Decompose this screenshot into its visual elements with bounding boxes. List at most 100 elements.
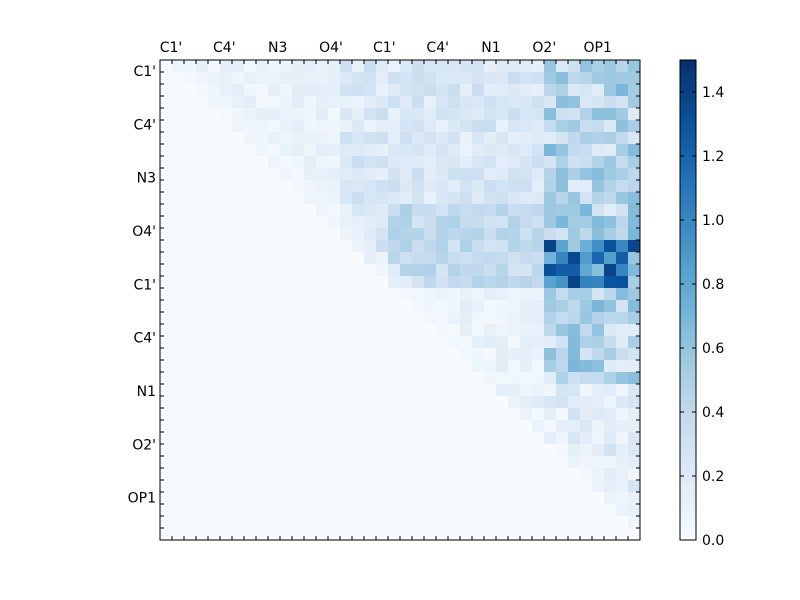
heatmap-cell — [232, 288, 245, 301]
heatmap-cell — [220, 528, 233, 541]
heatmap-cell — [232, 144, 245, 157]
heatmap-cell — [436, 480, 449, 493]
heatmap-cell — [340, 312, 353, 325]
heatmap-cell — [352, 504, 365, 517]
heatmap-cell — [412, 252, 425, 265]
heatmap-cell — [520, 168, 533, 181]
heatmap-cell — [172, 348, 185, 361]
heatmap-cell — [340, 156, 353, 169]
heatmap-cell — [436, 372, 449, 385]
heatmap-cell — [208, 444, 221, 457]
heatmap-cell — [592, 264, 605, 277]
heatmap-cell — [232, 96, 245, 109]
heatmap-cell — [376, 456, 389, 469]
heatmap-cell — [256, 60, 269, 73]
heatmap-cell — [424, 276, 437, 289]
heatmap-cell — [592, 96, 605, 109]
heatmap-cell — [400, 336, 413, 349]
heatmap-cell — [256, 72, 269, 85]
heatmap-cell — [232, 60, 245, 73]
heatmap-cell — [460, 348, 473, 361]
heatmap-cell — [340, 528, 353, 541]
heatmap-cell — [580, 204, 593, 217]
heatmap-cell — [532, 144, 545, 157]
heatmap-cell — [628, 516, 641, 529]
heatmap-cell — [556, 492, 569, 505]
heatmap-cell — [328, 228, 341, 241]
heatmap-cell — [508, 216, 521, 229]
heatmap-cell — [472, 60, 485, 73]
heatmap-cell — [280, 468, 293, 481]
heatmap-cell — [160, 480, 173, 493]
heatmap-cell — [364, 240, 377, 253]
heatmap-cell — [544, 144, 557, 157]
heatmap-cell — [220, 324, 233, 337]
heatmap-cell — [316, 228, 329, 241]
heatmap-cell — [388, 372, 401, 385]
heatmap-cell — [232, 504, 245, 517]
heatmap-cell — [352, 228, 365, 241]
heatmap-cell — [556, 456, 569, 469]
heatmap-cell — [364, 276, 377, 289]
heatmap-cell — [520, 360, 533, 373]
heatmap-cell — [448, 504, 461, 517]
heatmap-cell — [256, 264, 269, 277]
heatmap-cell — [220, 156, 233, 169]
heatmap-cell — [316, 120, 329, 133]
heatmap-cell — [328, 348, 341, 361]
heatmap-cell — [376, 312, 389, 325]
heatmap-cell — [160, 228, 173, 241]
heatmap-cell — [268, 456, 281, 469]
heatmap-cell — [520, 204, 533, 217]
x-tick-label: OP1 — [584, 40, 612, 56]
heatmap-cell — [508, 528, 521, 541]
heatmap-cell — [292, 192, 305, 205]
heatmap-cell — [592, 228, 605, 241]
heatmap-cell — [616, 132, 629, 145]
heatmap-cell — [484, 312, 497, 325]
heatmap-cell — [484, 528, 497, 541]
heatmap-cell — [316, 492, 329, 505]
heatmap-cell — [292, 228, 305, 241]
y-tick-label: OP1 — [128, 491, 156, 507]
heatmap-cell — [400, 72, 413, 85]
heatmap-cell — [568, 360, 581, 373]
heatmap-cell — [532, 360, 545, 373]
heatmap-cell — [604, 360, 617, 373]
heatmap-cell — [376, 504, 389, 517]
heatmap-cell — [172, 456, 185, 469]
heatmap-cell — [568, 264, 581, 277]
heatmap-cell — [232, 492, 245, 505]
heatmap-cell — [424, 192, 437, 205]
heatmap-cell — [460, 84, 473, 97]
heatmap-cell — [628, 504, 641, 517]
heatmap-cell — [388, 384, 401, 397]
heatmap-cell — [484, 468, 497, 481]
heatmap-cell — [244, 324, 257, 337]
heatmap-cell — [352, 120, 365, 133]
heatmap-cell — [316, 252, 329, 265]
heatmap-cell — [388, 108, 401, 121]
heatmap-cell — [244, 300, 257, 313]
heatmap-cell — [532, 528, 545, 541]
heatmap-cell — [616, 348, 629, 361]
heatmap-cell — [184, 276, 197, 289]
heatmap-cell — [448, 420, 461, 433]
heatmap-cell — [604, 156, 617, 169]
heatmap-cell — [556, 444, 569, 457]
heatmap-cell — [460, 372, 473, 385]
heatmap-cell — [544, 204, 557, 217]
heatmap-cell — [496, 192, 509, 205]
heatmap-cell — [436, 132, 449, 145]
heatmap-cell — [412, 228, 425, 241]
heatmap-cell — [208, 96, 221, 109]
heatmap-cell — [400, 276, 413, 289]
heatmap-cell — [196, 348, 209, 361]
heatmap-cell — [460, 336, 473, 349]
heatmap-cell — [280, 384, 293, 397]
heatmap-cell — [364, 192, 377, 205]
heatmap-cell — [256, 360, 269, 373]
heatmap-cell — [460, 492, 473, 505]
heatmap-cell — [184, 264, 197, 277]
heatmap-cell — [244, 348, 257, 361]
